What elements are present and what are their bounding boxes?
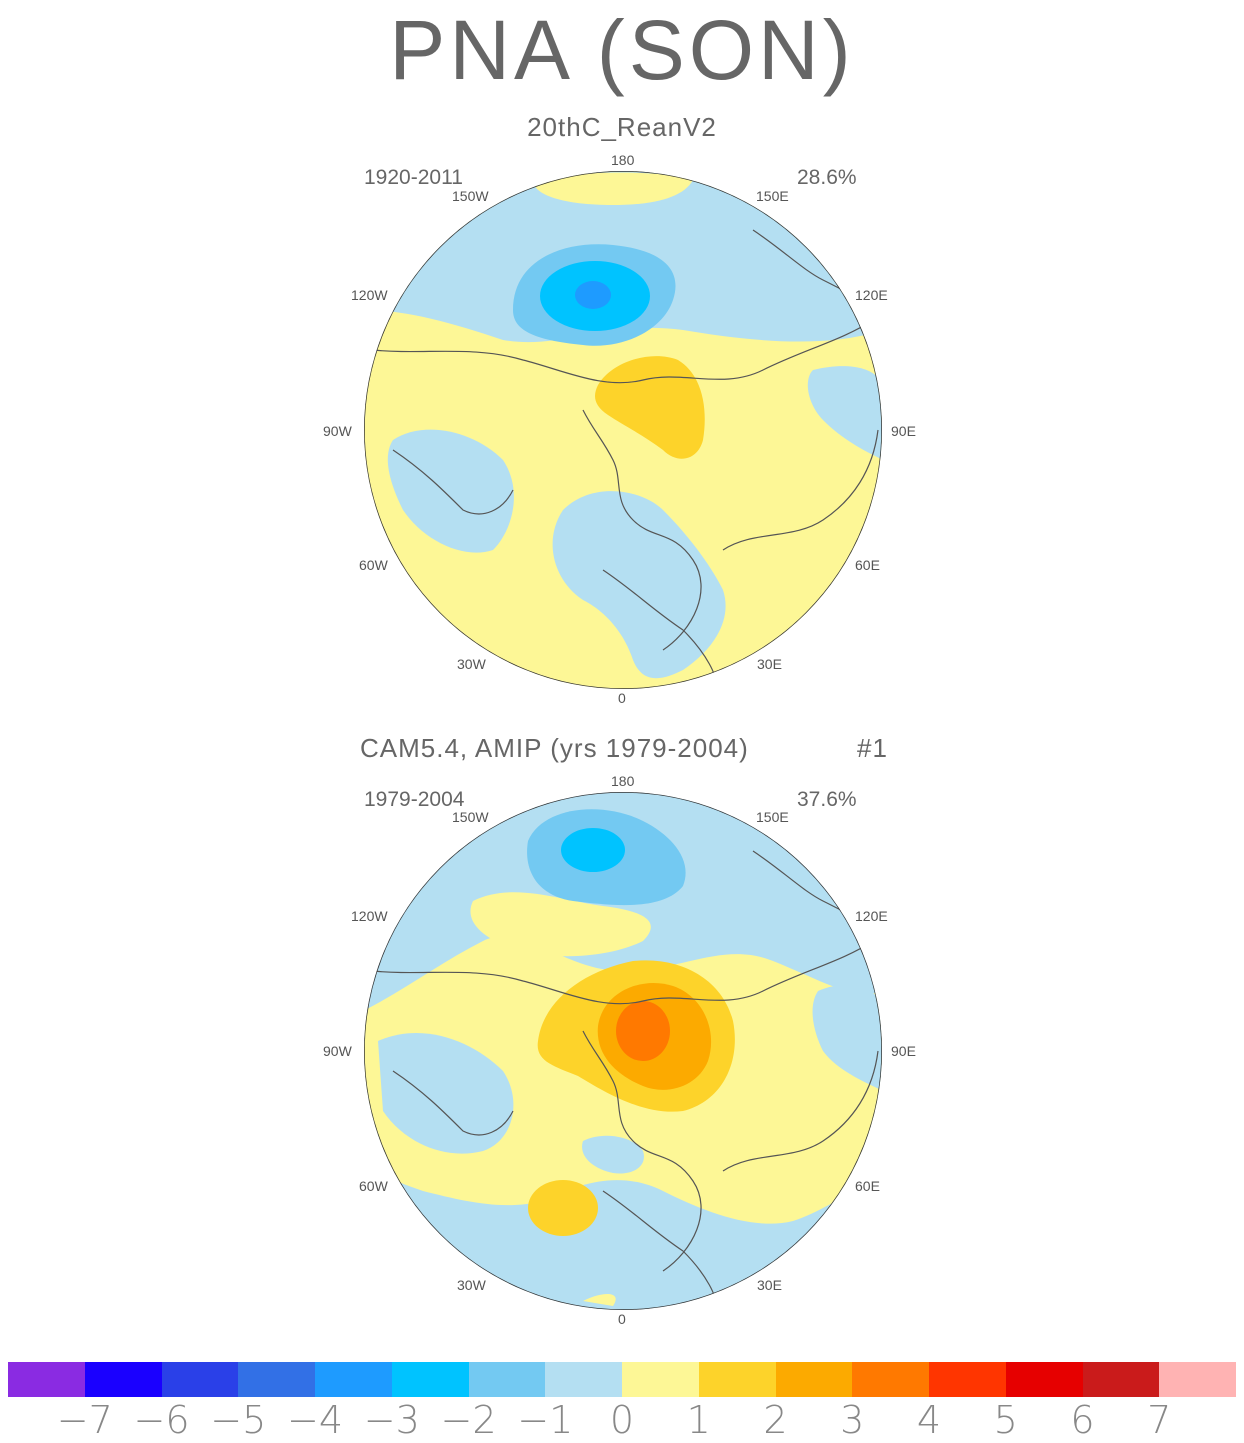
colorbar-tick-label: −1 [517, 1398, 574, 1442]
colorbar-swatch-14 [1082, 1362, 1160, 1397]
panel-1-lon-60w: 60W [359, 557, 388, 573]
colorbar-swatch-13 [1005, 1362, 1083, 1397]
panel-2-lon-150w: 150W [452, 809, 489, 825]
colorbar-tick-label: −2 [440, 1398, 497, 1442]
colorbar-tick-label: 1 [686, 1398, 711, 1442]
panel-2-variance: 37.6% [797, 788, 857, 811]
colorbar-tick-label: −6 [133, 1398, 190, 1442]
panel-1-years: 1920-2011 [364, 166, 463, 189]
panel-1-lon-30w: 30W [457, 656, 486, 672]
colorbar-swatch-9 [698, 1362, 776, 1397]
colorbar-swatch-7 [545, 1362, 622, 1397]
panel-2-lon-60e: 60E [855, 1178, 880, 1194]
panel-1-title: 20thC_ReanV2 [527, 112, 717, 142]
colorbar-tick-label: 2 [763, 1398, 788, 1442]
panel-1-lon-30e: 30E [757, 656, 782, 672]
panel-2-lon-150e: 150E [756, 809, 789, 825]
colorbar-tick-label: 0 [609, 1398, 635, 1442]
colorbar-swatch-4 [315, 1362, 392, 1397]
colorbar-tick-label: 6 [1070, 1398, 1095, 1442]
panel-2-run: #1 [857, 733, 888, 763]
colorbar-swatch-8 [622, 1362, 699, 1397]
colorbar-swatch-3 [238, 1362, 315, 1397]
panel-2-lon-0: 0 [618, 1311, 626, 1327]
colorbar-swatch-2 [161, 1362, 239, 1397]
panel-1-lon-150e: 150E [756, 188, 789, 204]
colorbar-tick-label: −3 [363, 1398, 420, 1442]
panel-2-lon-120w: 120W [351, 908, 388, 924]
colorbar-tick-label: −5 [210, 1398, 267, 1442]
colorbar-swatch-0 [8, 1362, 85, 1397]
colorbar-tick-label: 3 [840, 1398, 865, 1442]
panel-1-lon-0: 0 [618, 690, 626, 706]
panel-1-lon-90w: 90W [323, 423, 352, 439]
colorbar-tick-label: −7 [56, 1398, 113, 1442]
colorbar-tick-label: 4 [916, 1398, 942, 1442]
colorbar-swatch-11 [852, 1362, 929, 1397]
panel-1-variance: 28.6% [797, 166, 857, 189]
panel-2-lon-60w: 60W [359, 1178, 388, 1194]
colorbar-swatch-6 [468, 1362, 546, 1397]
panel-1-lon-120w: 120W [351, 287, 388, 303]
panel-2-lon-120e: 120E [855, 908, 888, 924]
colorbar-tick-label: 5 [993, 1398, 1018, 1442]
panel-2-lon-90w: 90W [323, 1043, 352, 1059]
panel-2-lon-30e: 30E [757, 1277, 782, 1293]
panel-1-lon-120e: 120E [855, 287, 888, 303]
panel-1-lon-90e: 90E [891, 423, 916, 439]
page-title: PNA (SON) [389, 3, 855, 97]
panel-2-years: 1979-2004 [364, 788, 465, 811]
panel-2-lon-180: 180 [611, 773, 635, 789]
colorbar-swatch-10 [775, 1362, 853, 1397]
colorbar-swatch-12 [929, 1362, 1006, 1397]
colorbar-swatch-1 [84, 1362, 162, 1397]
colorbar [8, 1362, 1236, 1397]
panel-1-lon-150w: 150W [452, 188, 489, 204]
colorbar-swatch-15 [1159, 1362, 1236, 1397]
colorbar-tick-label: −4 [286, 1398, 344, 1442]
colorbar-tick-label: 7 [1147, 1398, 1172, 1442]
panel-1-lon-180: 180 [611, 152, 635, 168]
panel-1-lon-60e: 60E [855, 557, 880, 573]
panel-1-map [364, 171, 882, 689]
panel-2-lon-90e: 90E [891, 1043, 916, 1059]
panel-2-lon-30w: 30W [457, 1277, 486, 1293]
panel-2-map [364, 792, 882, 1310]
colorbar-swatch-5 [391, 1362, 469, 1397]
panel-2-title: CAM5.4, AMIP (yrs 1979-2004) [360, 733, 749, 763]
